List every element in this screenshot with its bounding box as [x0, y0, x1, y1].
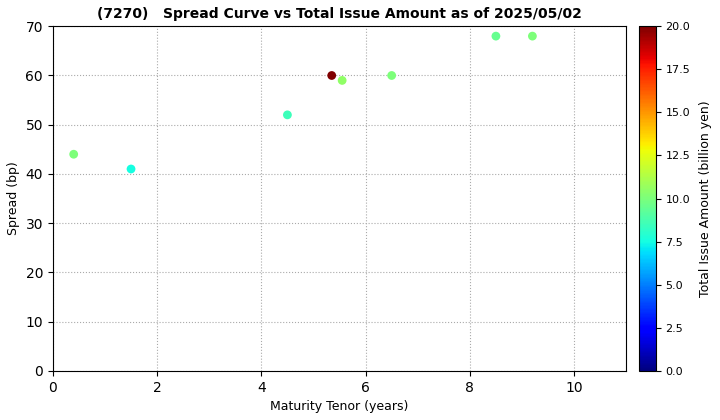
Point	[386, 72, 397, 79]
Point	[490, 33, 502, 39]
Y-axis label: Spread (bp): Spread (bp)	[7, 162, 20, 235]
Y-axis label: Total Issue Amount (billion yen): Total Issue Amount (billion yen)	[698, 100, 711, 297]
Point	[282, 111, 293, 118]
Point	[526, 33, 538, 39]
Title: (7270)   Spread Curve vs Total Issue Amount as of 2025/05/02: (7270) Spread Curve vs Total Issue Amoun…	[97, 7, 582, 21]
Point	[125, 165, 137, 172]
X-axis label: Maturity Tenor (years): Maturity Tenor (years)	[270, 400, 409, 413]
Point	[326, 72, 338, 79]
Point	[336, 77, 348, 84]
Point	[68, 151, 79, 158]
